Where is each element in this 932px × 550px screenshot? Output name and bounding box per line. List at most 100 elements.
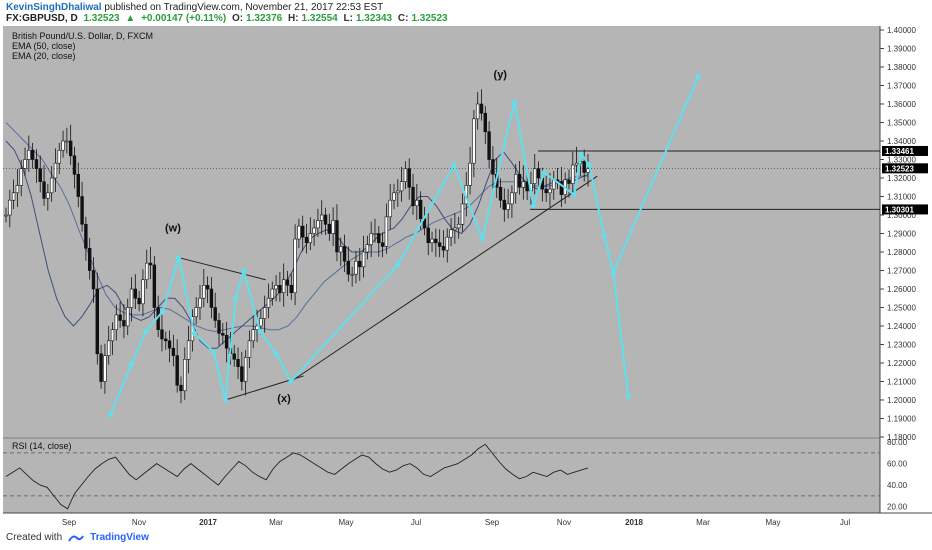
tradingview-logo-icon: [68, 534, 84, 542]
up-arrow-icon: ▲: [125, 13, 136, 24]
candle-body: [61, 140, 65, 151]
candle-body: [213, 307, 217, 321]
wave-point: [625, 393, 631, 399]
candle-body: [399, 181, 404, 192]
time-axis-bg[interactable]: [3, 514, 880, 530]
ema20-legend: EMA (20, close): [12, 51, 76, 61]
wave-label: (w): [165, 223, 181, 235]
price-axis-label: 1.35000: [887, 119, 916, 128]
wave-point: [257, 329, 263, 335]
wave-point: [695, 73, 701, 79]
candle-body: [384, 216, 389, 247]
candle-body: [49, 177, 54, 194]
candle-body: [361, 251, 366, 268]
rsi-axis-label: 60.00: [887, 460, 908, 469]
main-pane[interactable]: [3, 26, 880, 437]
candle-body: [517, 174, 522, 188]
candle-body: [548, 188, 552, 194]
author-name[interactable]: KevinSinghDhaliwal: [6, 2, 102, 13]
candle-body: [559, 181, 564, 195]
candle-body: [171, 347, 176, 356]
candle-body: [281, 279, 286, 293]
candle-body: [510, 192, 514, 205]
price-axis-label: 1.28000: [887, 248, 916, 257]
candle-body: [533, 168, 537, 184]
candle-body: [137, 297, 141, 305]
wave-point: [143, 329, 149, 335]
candle-body: [365, 244, 370, 253]
candle-body: [110, 329, 115, 342]
candle-body: [479, 103, 484, 114]
candle-body: [491, 159, 495, 175]
candle-body: [316, 220, 320, 229]
candle-body: [236, 358, 240, 367]
rsi-pane[interactable]: [3, 439, 880, 513]
price-axis-label: 1.20000: [887, 396, 916, 405]
candle-body: [278, 284, 282, 293]
candle-body: [27, 149, 31, 160]
candle-body: [320, 214, 324, 221]
candle-body: [301, 225, 305, 238]
projection-path: [588, 164, 630, 397]
candle-body: [126, 307, 130, 327]
wave-point: [395, 262, 401, 268]
candle-body: [259, 318, 263, 327]
footer: Created with TradingView: [6, 532, 149, 543]
price-axis-label: 1.31000: [887, 193, 916, 202]
candle-body: [582, 161, 586, 173]
candle-body: [418, 199, 423, 219]
wave-point: [233, 295, 239, 301]
wave-point: [211, 349, 217, 355]
time-axis-label: Jul: [840, 518, 850, 527]
candle-body: [217, 320, 221, 334]
candle-body: [243, 357, 248, 382]
rsi-axis-label: 80.00: [887, 438, 908, 447]
candle-body: [293, 238, 297, 294]
ema50-legend: EMA (50, close): [12, 41, 76, 51]
trend-line: [290, 175, 598, 382]
candle-body: [99, 353, 103, 382]
candle-body: [502, 199, 507, 210]
wave-point: [191, 330, 197, 336]
candle-body: [202, 284, 206, 299]
candle-body: [129, 288, 134, 308]
candle-body: [91, 270, 96, 290]
last-price: 1.32523: [83, 13, 120, 24]
candle-body: [107, 340, 111, 356]
wave-point: [451, 162, 457, 168]
candle-body: [179, 384, 183, 392]
candle-body: [133, 288, 138, 299]
candle-body: [331, 220, 335, 234]
candle-body: [514, 174, 518, 194]
candle-body: [342, 246, 347, 262]
candle-body: [232, 353, 236, 360]
candle-body: [4, 214, 8, 217]
symbol-label: FX:GBPUSD, D: [6, 13, 78, 24]
symbol-ohlc-bar: FX:GBPUSD, D 1.32523 ▲ +0.00147 (+0.11%)…: [6, 13, 451, 24]
rsi-axis-label: 40.00: [887, 481, 908, 490]
high-value: 1.32554: [301, 13, 338, 24]
candle-body: [240, 366, 244, 382]
candle-body: [183, 358, 187, 392]
price-tag-box: [882, 204, 928, 215]
candle-body: [350, 273, 354, 276]
wave-label: (y): [494, 69, 508, 81]
time-axis-label: Mar: [269, 518, 283, 527]
time-axis-label: Jul: [411, 518, 421, 527]
tradingview-brand[interactable]: TradingView: [90, 532, 149, 543]
candle-body: [251, 329, 255, 342]
candle-body: [274, 284, 278, 290]
price-axis-label: 1.26000: [887, 285, 916, 294]
price-axis-label: 1.29000: [887, 230, 916, 239]
wave-point: [479, 236, 485, 242]
price-axis-label: 1.36000: [887, 100, 916, 109]
price-axis-label: 1.24000: [887, 322, 916, 331]
price-axis-label: 1.21000: [887, 378, 916, 387]
candle-body: [297, 225, 301, 240]
candle-body: [369, 233, 373, 245]
candle-body: [141, 279, 145, 305]
candle-body: [68, 140, 73, 157]
candle-body: [72, 155, 77, 175]
created-with-text: Created with: [6, 532, 63, 543]
